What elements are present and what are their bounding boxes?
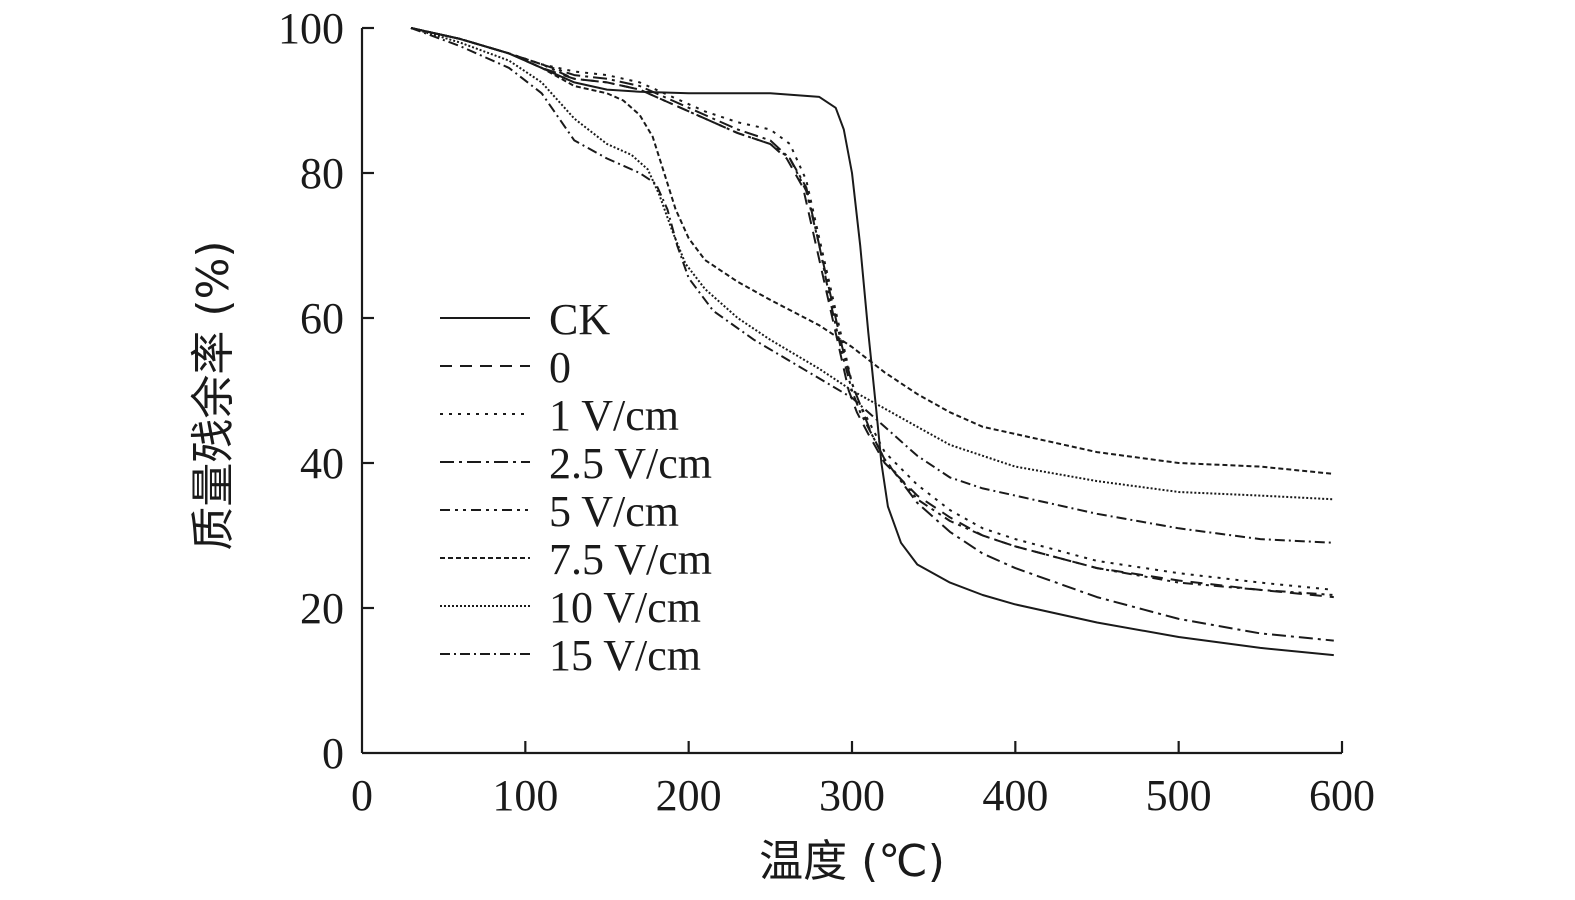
x-tick-label: 200 <box>656 771 722 820</box>
series-lines <box>410 27 1334 657</box>
y-tick-label: 40 <box>300 439 344 488</box>
y-tick-label: 80 <box>300 149 344 198</box>
ticks: 0 100 200 300 400 500 600 0 20 40 60 80 100 <box>278 4 1375 820</box>
x-tick-label: 0 <box>351 771 373 820</box>
series-line-0 <box>410 27 1334 657</box>
x-tick-label: 100 <box>492 771 558 820</box>
y-tick-label: 60 <box>300 294 344 343</box>
legend-label: 15 V/cm <box>549 631 701 680</box>
x-axis-title: 温度 (℃) <box>759 836 945 887</box>
x-tick-label: 400 <box>982 771 1048 820</box>
legend-label: 0 <box>549 343 571 392</box>
legend-label: 2.5 V/cm <box>549 439 712 488</box>
legend-label: 5 V/cm <box>549 487 679 536</box>
x-tick-label: 500 <box>1146 771 1212 820</box>
legend-label: 10 V/cm <box>549 583 701 632</box>
y-tick-label: 0 <box>322 729 344 778</box>
x-tick-label: 300 <box>819 771 885 820</box>
legend-label: CK <box>549 295 610 344</box>
series-line-2 <box>410 27 1334 591</box>
series-line-5 <box>410 27 1334 475</box>
x-tick-label: 600 <box>1309 771 1375 820</box>
series-line-3 <box>410 27 1334 642</box>
y-axis-title: 质量残余率 (%) <box>188 240 239 550</box>
series-line-7 <box>410 27 1334 544</box>
y-tick-label: 20 <box>300 584 344 633</box>
y-tick-label: 100 <box>278 4 344 53</box>
series-line-4 <box>410 27 1334 596</box>
legend-label: 1 V/cm <box>549 391 679 440</box>
legend-label: 7.5 V/cm <box>549 535 712 584</box>
